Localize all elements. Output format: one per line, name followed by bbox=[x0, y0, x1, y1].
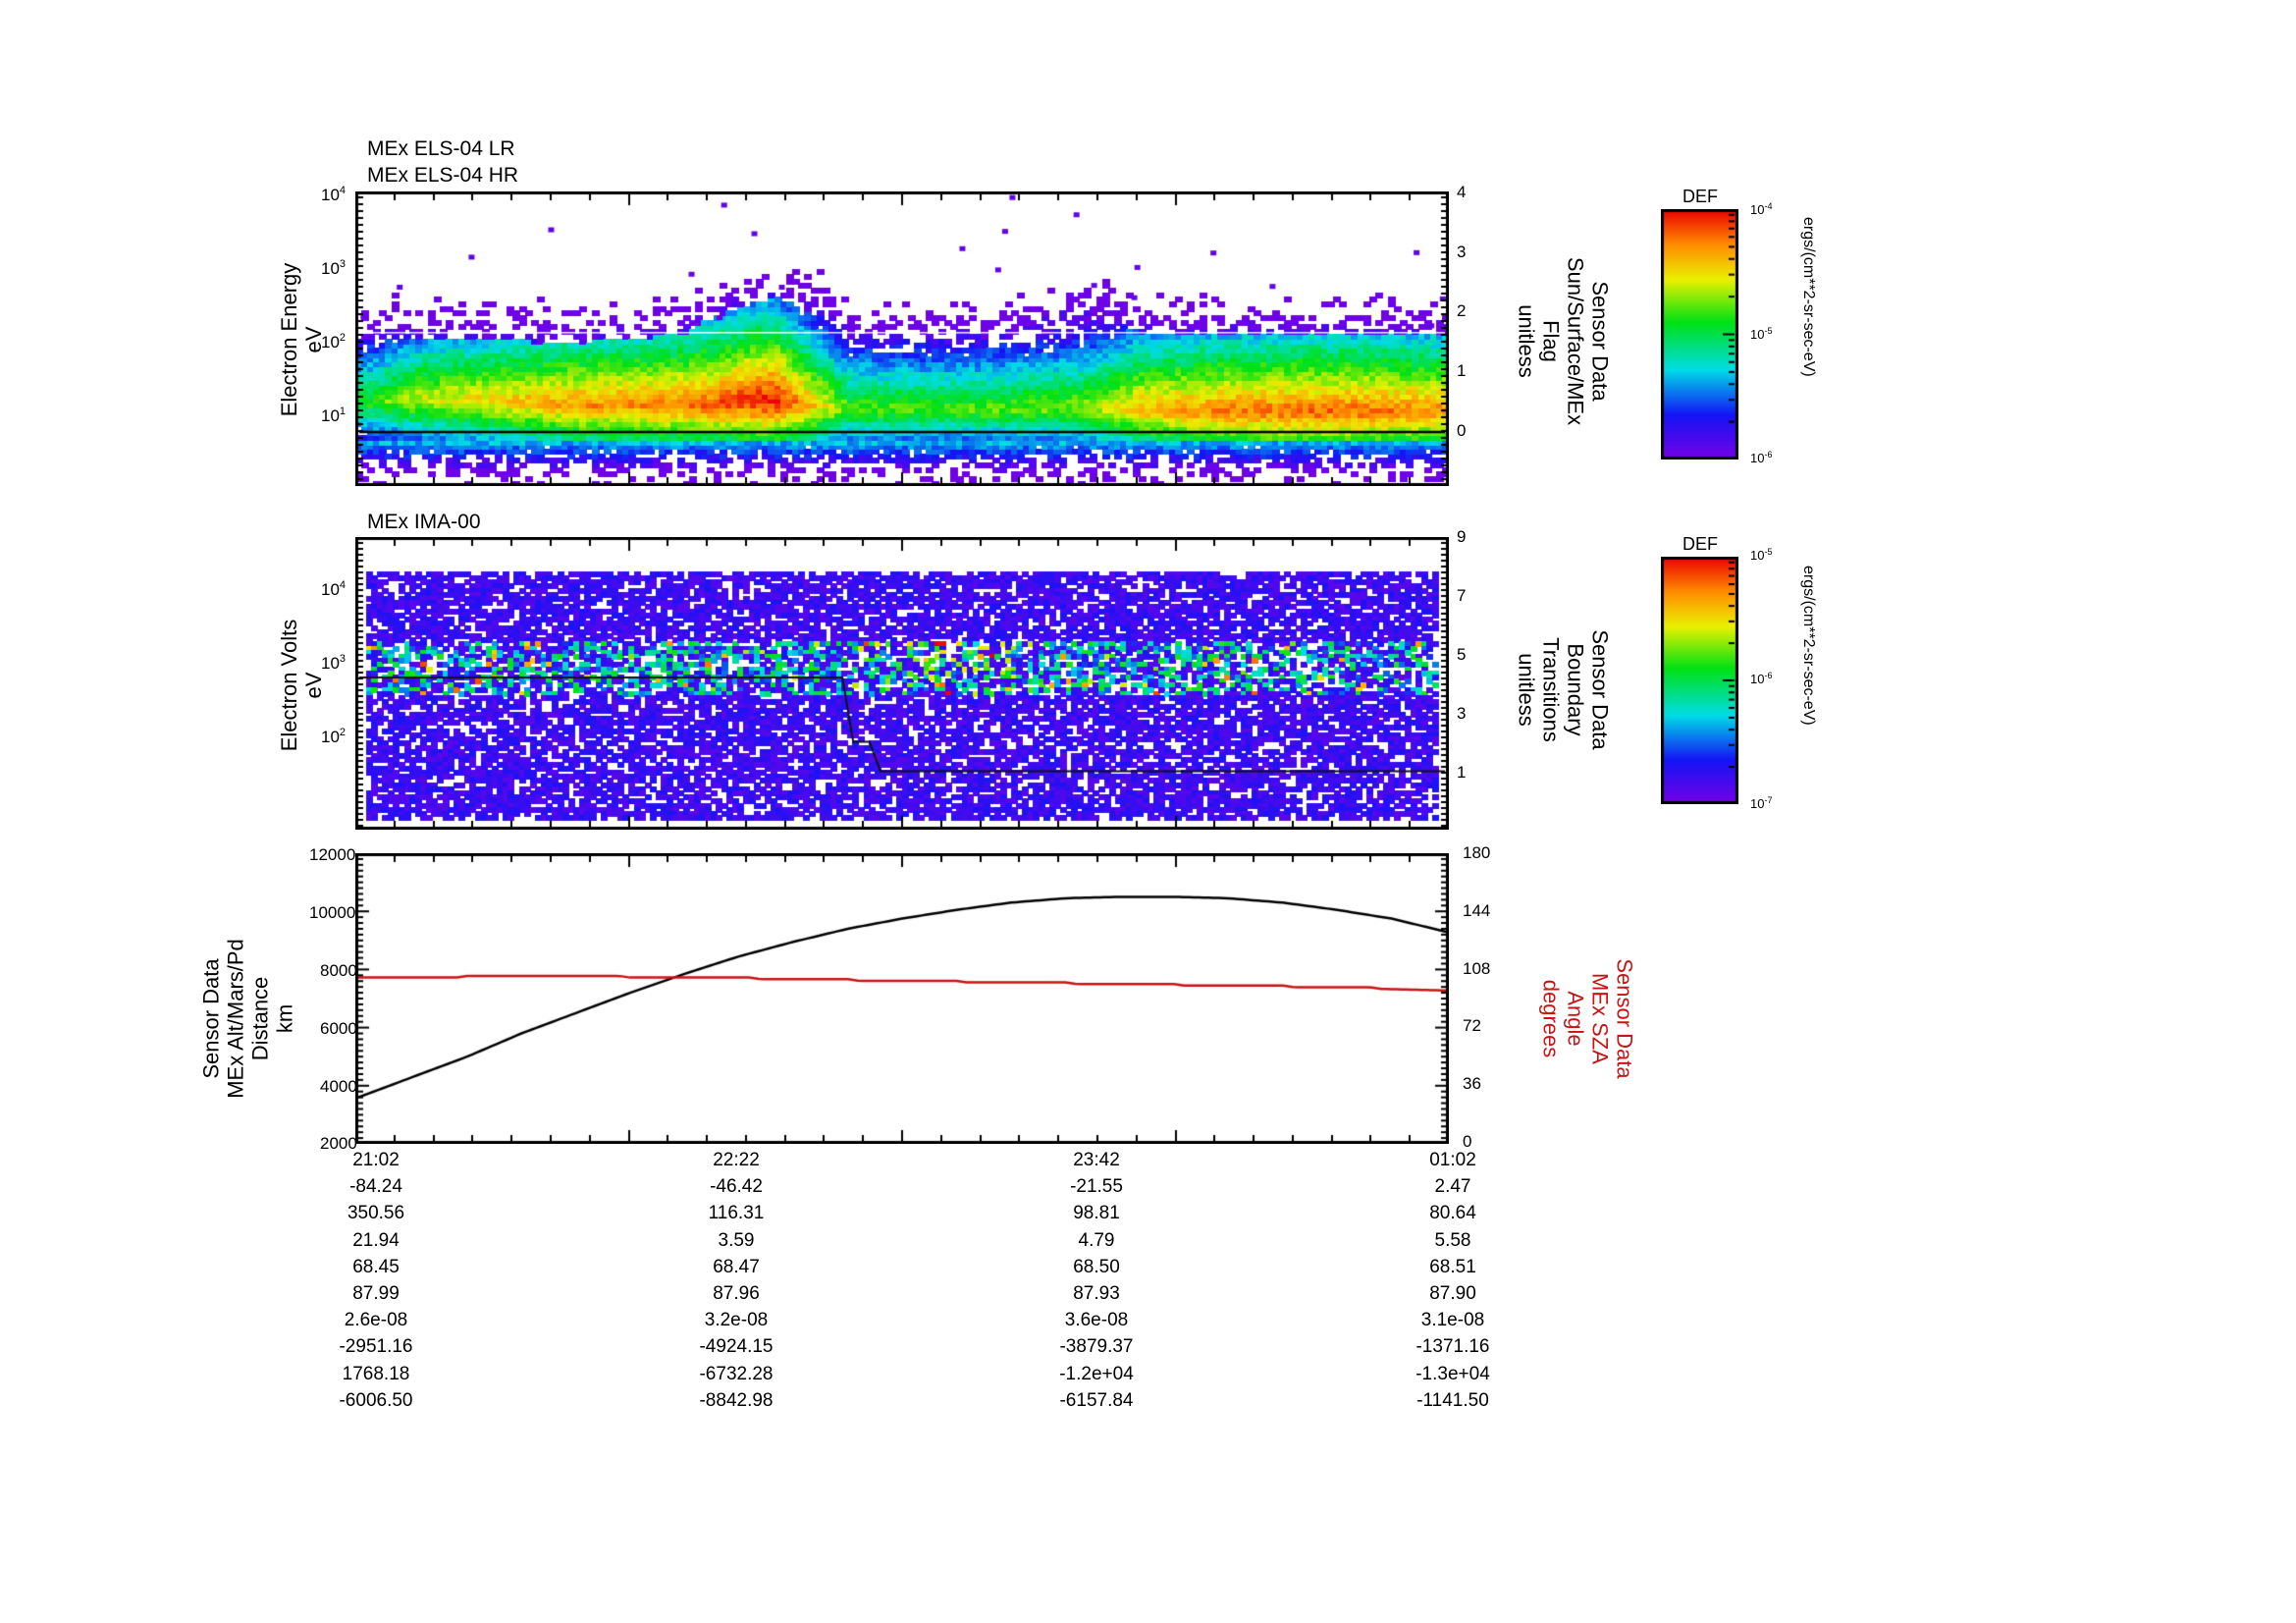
orbit-line-plot bbox=[355, 853, 1449, 1144]
ephemeris-cell: 116.31 bbox=[708, 1203, 765, 1224]
orbit-y2-axis-label: Sensor Data MEx SZA Angle degrees bbox=[1538, 958, 1637, 1079]
ephemeris-cell: -84.24 bbox=[349, 1176, 402, 1198]
ima-y2tick: 7 bbox=[1457, 586, 1467, 605]
ephemeris-cell: 80.64 bbox=[1429, 1203, 1476, 1224]
ephemeris-table: 2018/010 21:02 22:22 23:42 01:02 PdLat (… bbox=[0, 1147, 1571, 1422]
ima-ytick-1e2: 102 bbox=[321, 727, 347, 746]
ephemeris-cell: -6732.28 bbox=[699, 1363, 774, 1384]
els-colorbar-title: DEF bbox=[1682, 187, 1718, 206]
ima-y-axis-label: Electron Volts eV bbox=[277, 619, 326, 752]
els-y2-axis-label: Sensor Data Sun/Surface/MEx Flag unitles… bbox=[1514, 256, 1613, 426]
els-colorbar bbox=[1661, 209, 1738, 460]
orbit-ytick: 2000 bbox=[320, 1134, 357, 1153]
ephemeris-cell: -3879.37 bbox=[1059, 1336, 1134, 1358]
els-ytick-1e4: 104 bbox=[321, 185, 347, 204]
ephemeris-cell: 4.79 bbox=[1078, 1229, 1115, 1251]
ephemeris-cell: 87.93 bbox=[1073, 1283, 1120, 1304]
orbit-y2tick: 36 bbox=[1463, 1074, 1481, 1093]
els-ytick-1e3: 103 bbox=[321, 258, 347, 278]
ima-colorbar-min: 10-7 bbox=[1750, 795, 1773, 811]
ephemeris-cell: 5.58 bbox=[1434, 1229, 1471, 1251]
orbit-y2tick: 108 bbox=[1463, 959, 1491, 978]
orbit-ytick: 8000 bbox=[320, 961, 357, 980]
ephemeris-cell: 68.45 bbox=[352, 1256, 400, 1277]
ima-y2tick: 9 bbox=[1457, 527, 1467, 546]
els-colorbar-min: 10-6 bbox=[1750, 450, 1773, 465]
els-y2tick: 4 bbox=[1457, 183, 1467, 201]
els-ytick-1e2: 102 bbox=[321, 332, 347, 352]
orbit-y2tick: 0 bbox=[1463, 1132, 1472, 1151]
ephemeris-cell: -6157.84 bbox=[1059, 1389, 1134, 1411]
els-y2tick: 2 bbox=[1457, 301, 1467, 320]
ephemeris-cell: 2.47 bbox=[1434, 1176, 1471, 1198]
ephemeris-cell: 23:42 bbox=[1073, 1150, 1120, 1170]
ima-colorbar-title: DEF bbox=[1682, 534, 1718, 554]
ephemeris-cell: 3.1e-08 bbox=[1420, 1310, 1485, 1331]
ima-ytick-1e3: 103 bbox=[321, 653, 347, 673]
ephemeris-cell: 01:02 bbox=[1429, 1150, 1476, 1170]
ephemeris-cell: -46.42 bbox=[710, 1176, 763, 1198]
ephemeris-cell: 68.51 bbox=[1429, 1256, 1476, 1277]
orbit-ytick: 10000 bbox=[309, 903, 356, 922]
ima-colorbar bbox=[1661, 557, 1738, 804]
ima-ytick-1e4: 104 bbox=[321, 579, 347, 599]
ima-spectrogram bbox=[355, 537, 1449, 830]
ephemeris-cell: 21:02 bbox=[352, 1150, 400, 1170]
orbit-y2tick: 180 bbox=[1463, 843, 1491, 862]
ima-y2tick: 3 bbox=[1457, 704, 1467, 723]
els-y2tick: 1 bbox=[1457, 361, 1467, 380]
orbit-ytick: 6000 bbox=[320, 1019, 357, 1038]
orbit-ytick: 4000 bbox=[320, 1077, 357, 1096]
ephemeris-cell: 3.6e-08 bbox=[1064, 1310, 1129, 1331]
ephemeris-cell: 350.56 bbox=[347, 1203, 405, 1224]
ima-colorbar-unit: ergs/(cm**2-sr-sec-eV) bbox=[1800, 566, 1817, 726]
els-y2tick: 0 bbox=[1457, 421, 1467, 440]
orbit-ytick: 12000 bbox=[309, 845, 356, 864]
els-spectrogram bbox=[355, 191, 1449, 486]
els-colorbar-mid: 10-5 bbox=[1750, 326, 1773, 342]
els-y2tick: 3 bbox=[1457, 243, 1467, 261]
ephemeris-cell: -1141.50 bbox=[1416, 1389, 1489, 1411]
orbit-y2tick: 72 bbox=[1463, 1016, 1481, 1035]
ima-colorbar-mid: 10-6 bbox=[1750, 671, 1773, 686]
ephemeris-cell: -4924.15 bbox=[699, 1336, 774, 1358]
ima-title: MEx IMA-00 bbox=[367, 511, 481, 533]
ephemeris-cell: 87.90 bbox=[1429, 1283, 1476, 1304]
orbit-y2tick: 144 bbox=[1463, 901, 1491, 920]
ephemeris-cell: -21.55 bbox=[1070, 1176, 1123, 1198]
ephemeris-cell: 2.6e-08 bbox=[344, 1310, 408, 1331]
els-title-lr: MEx ELS-04 LR bbox=[367, 137, 515, 160]
ephemeris-cell: -8842.98 bbox=[699, 1389, 774, 1411]
ephemeris-cell: 68.47 bbox=[713, 1256, 760, 1277]
els-ytick-1e1: 101 bbox=[321, 406, 347, 425]
els-colorbar-unit: ergs/(cm**2-sr-sec-eV) bbox=[1800, 217, 1817, 377]
ephemeris-cell: -1371.16 bbox=[1415, 1336, 1490, 1358]
ephemeris-cell: 22:22 bbox=[713, 1150, 760, 1170]
ephemeris-cell: 68.50 bbox=[1073, 1256, 1120, 1277]
ephemeris-cell: 3.2e-08 bbox=[704, 1310, 769, 1331]
ephemeris-cell: -6006.50 bbox=[339, 1389, 413, 1411]
ima-y2tick: 1 bbox=[1457, 763, 1467, 782]
ephemeris-cell: 1768.18 bbox=[342, 1363, 410, 1384]
ephemeris-cell: -1.2e+04 bbox=[1059, 1363, 1134, 1384]
ephemeris-cell: 3.59 bbox=[718, 1229, 755, 1251]
ephemeris-cell: -2951.16 bbox=[339, 1336, 413, 1358]
ephemeris-cell: 87.96 bbox=[713, 1283, 760, 1304]
orbit-y-axis-label: Sensor Data MEx Alt/Mars/Pd Distance km bbox=[198, 939, 297, 1099]
ima-y2-axis-label: Sensor Data Boundary Transitions unitles… bbox=[1514, 629, 1613, 750]
ima-y2tick: 5 bbox=[1457, 645, 1467, 664]
els-colorbar-max: 10-4 bbox=[1750, 201, 1773, 217]
els-title-hr: MEx ELS-04 HR bbox=[367, 164, 519, 187]
ephemeris-cell: 98.81 bbox=[1073, 1203, 1120, 1224]
ephemeris-cell: -1.3e+04 bbox=[1415, 1363, 1490, 1384]
ephemeris-cell: 87.99 bbox=[352, 1283, 400, 1304]
ima-colorbar-max: 10-5 bbox=[1750, 547, 1773, 563]
ephemeris-cell: 21.94 bbox=[352, 1229, 400, 1251]
